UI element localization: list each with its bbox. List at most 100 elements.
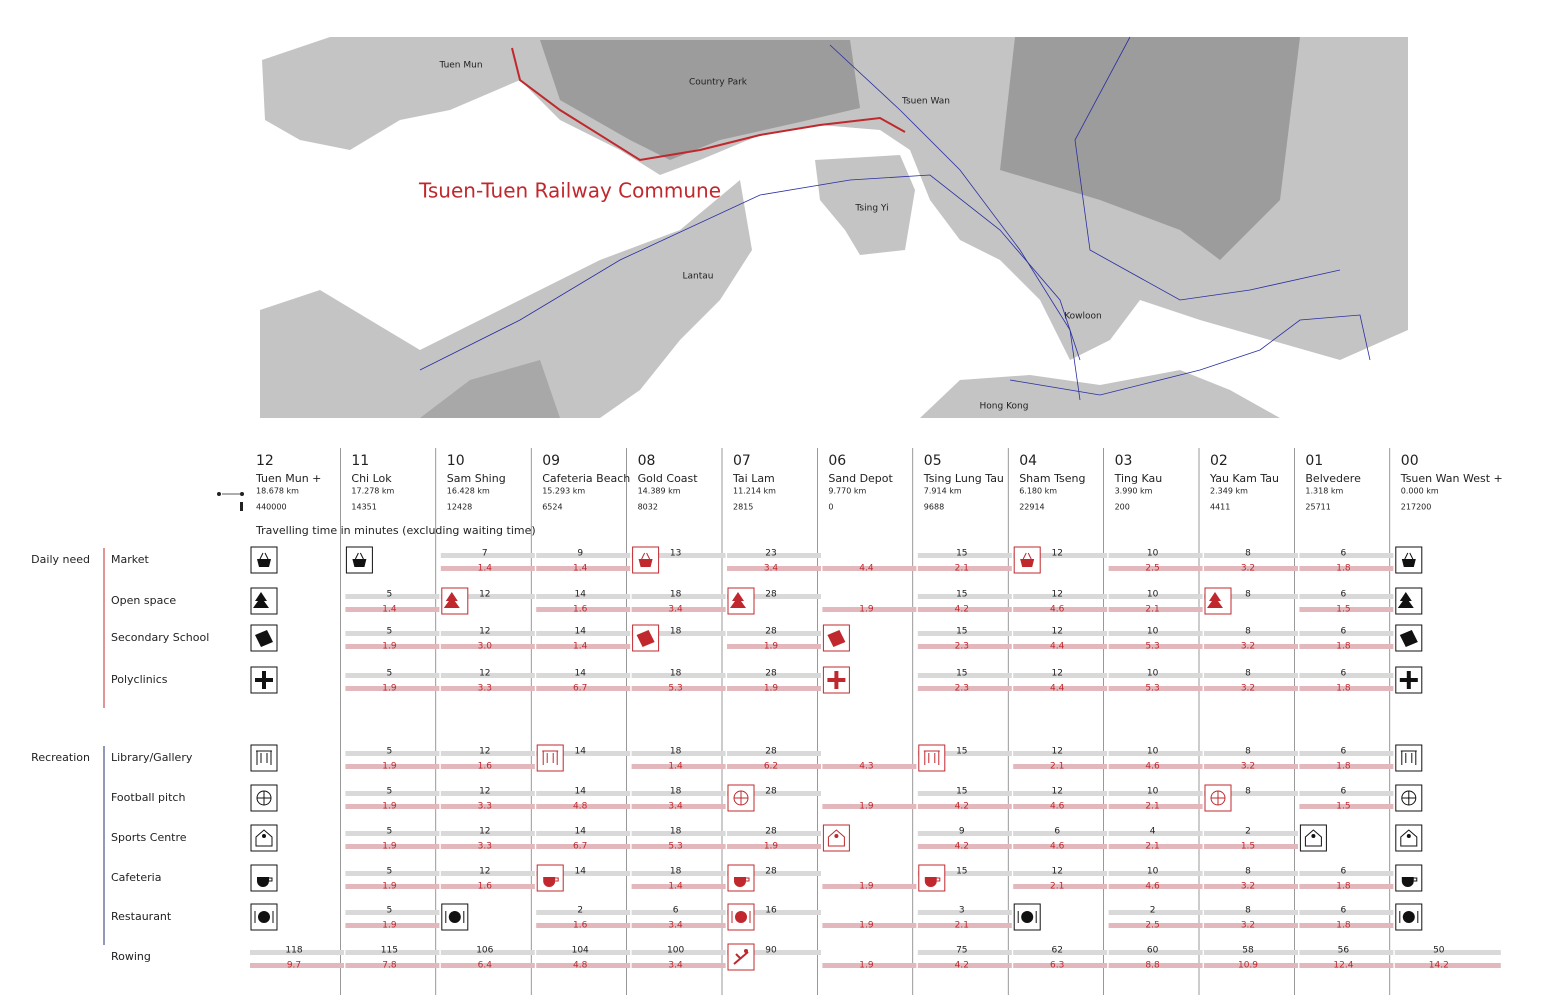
glyph <box>1397 592 1414 608</box>
row-label: Sports Centre <box>111 831 187 844</box>
travel-time: 14 <box>574 827 586 837</box>
travel-time: 15 <box>956 627 967 637</box>
route-bar <box>1108 871 1203 876</box>
glyph <box>258 911 270 923</box>
travel-time: 12 <box>1051 590 1062 600</box>
glyph <box>255 671 273 689</box>
route-bar <box>536 644 631 649</box>
travel-distance: 1.4 <box>668 762 683 772</box>
station-name: Tuen Mun + <box>255 472 321 485</box>
travel-distance: 10.9 <box>1238 961 1258 971</box>
travel-time: 14 <box>574 627 586 637</box>
travel-time: 12 <box>479 627 490 637</box>
station-number: 02 <box>1210 453 1228 469</box>
glyph <box>638 559 653 567</box>
route-bar <box>1299 884 1394 889</box>
route-bar <box>727 764 821 769</box>
travel-time: 8 <box>1245 747 1251 757</box>
facility-icon <box>727 587 755 615</box>
facility-icon <box>250 624 278 652</box>
route-bar <box>727 673 821 678</box>
route-bar <box>822 923 917 928</box>
travel-distance: 1.8 <box>1336 684 1351 694</box>
route-bar <box>345 631 440 636</box>
station-distance: 0.000 km <box>1401 487 1439 496</box>
route-bar <box>440 594 535 599</box>
route-bar <box>917 553 1012 558</box>
travel-time: 8 <box>1245 787 1251 797</box>
station-name: Tai Lam <box>732 472 775 485</box>
travel-distance: 2.1 <box>955 564 969 574</box>
facility-icon <box>1204 587 1232 615</box>
glyph <box>352 559 367 567</box>
glyph <box>827 829 845 847</box>
facility-icon <box>1299 824 1327 852</box>
route-bar <box>1108 804 1203 809</box>
route-bar <box>1108 566 1203 571</box>
travel-distance: 4.6 <box>1050 842 1065 852</box>
route-bar <box>631 607 726 612</box>
route-bar <box>1108 884 1203 889</box>
travel-time: 5 <box>387 669 393 679</box>
route-bar <box>1204 844 1298 849</box>
route-bar <box>917 804 1012 809</box>
route-bar <box>727 594 821 599</box>
travel-distance: 1.8 <box>1336 642 1351 652</box>
travel-time: 104 <box>572 946 589 956</box>
travel-distance: 3.3 <box>478 842 492 852</box>
travel-time: 6 <box>1341 787 1347 797</box>
route-bar <box>1204 644 1298 649</box>
travel-time: 6 <box>1341 747 1347 757</box>
route-bar <box>1299 804 1394 809</box>
travel-distance: 2.3 <box>955 642 969 652</box>
route-bar <box>440 673 535 678</box>
travel-distance: 1.4 <box>573 642 588 652</box>
route-bar <box>917 566 1012 571</box>
travel-time: 8 <box>1245 590 1251 600</box>
route-bar <box>440 871 535 876</box>
travel-distance: 1.9 <box>859 802 874 812</box>
station-population: 6524 <box>542 503 562 512</box>
facility-icon <box>1395 624 1423 652</box>
route-bar <box>727 644 821 649</box>
station-distance: 7.914 km <box>924 487 962 496</box>
travel-distance: 1.6 <box>573 605 588 615</box>
travel-time: 12 <box>479 747 490 757</box>
route-bar <box>917 594 1012 599</box>
travel-time: 4 <box>1150 827 1156 837</box>
travel-time: 90 <box>765 946 777 956</box>
travel-time: 13 <box>670 549 681 559</box>
travel-distance: 4.2 <box>955 842 969 852</box>
route-bar <box>1204 963 1298 968</box>
travel-time: 7 <box>482 549 488 559</box>
travel-time: 5 <box>387 590 393 600</box>
travel-time: 15 <box>956 549 967 559</box>
caption: Travelling time in minutes (excluding wa… <box>255 524 536 537</box>
travel-time: 8 <box>1245 906 1251 916</box>
travel-distance: 1.4 <box>573 564 588 574</box>
travel-time: 12 <box>1051 549 1062 559</box>
glyph <box>936 877 941 882</box>
route-bar <box>1013 607 1108 612</box>
glyph <box>734 791 748 805</box>
glyph <box>1400 829 1418 847</box>
route-bar <box>1108 963 1203 968</box>
travel-distance: 5.3 <box>668 684 682 694</box>
travel-distance: 4.2 <box>955 802 969 812</box>
travel-time: 10 <box>1147 669 1159 679</box>
travel-time: 2 <box>577 906 583 916</box>
station-number: 03 <box>1115 453 1133 469</box>
facility-icon <box>1395 546 1423 574</box>
route-bar <box>536 791 631 796</box>
glyph <box>734 877 746 887</box>
route-bar <box>1108 764 1203 769</box>
glyph <box>1413 877 1418 882</box>
travel-distance: 1.5 <box>1336 802 1350 812</box>
facility-icon <box>727 784 755 812</box>
travel-distance: 4.3 <box>859 762 873 772</box>
travel-time: 14 <box>574 669 586 679</box>
row-label: Library/Gallery <box>111 751 193 764</box>
glyph <box>259 552 269 560</box>
route-bar <box>345 764 440 769</box>
travel-time: 12 <box>479 669 490 679</box>
